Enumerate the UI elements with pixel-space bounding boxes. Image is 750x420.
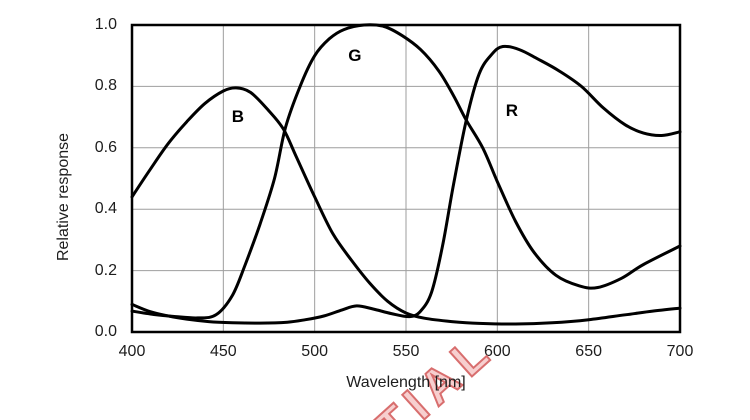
- x-tick-label: 400: [118, 343, 146, 360]
- x-tick-label: 550: [392, 343, 420, 360]
- y-tick-label: 0.2: [94, 261, 117, 279]
- x-tick-label: 500: [301, 343, 328, 360]
- x-tick-label: 650: [575, 343, 602, 360]
- y-tick-label: 1.0: [94, 16, 117, 33]
- x-tick-label: 450: [209, 343, 237, 360]
- series-label-r: R: [505, 100, 519, 120]
- curve-b: [130, 86, 682, 326]
- y-tick-label: 0.6: [94, 138, 117, 156]
- series-label-g: G: [348, 45, 362, 65]
- curve-g: [130, 23, 682, 320]
- y-tick-label: 0.8: [94, 77, 117, 95]
- y-tick-label: 0.4: [94, 200, 117, 218]
- x-tick-label: 600: [483, 343, 511, 360]
- plot-border: [130, 23, 682, 334]
- y-tick-label: 0.0: [94, 323, 117, 340]
- x-axis-label: Wavelength [nm]: [346, 374, 466, 391]
- series-label-b: B: [231, 107, 245, 127]
- curve-r: [130, 44, 682, 325]
- y-axis-label: Relative response: [55, 132, 72, 262]
- x-tick-label: 700: [666, 343, 694, 360]
